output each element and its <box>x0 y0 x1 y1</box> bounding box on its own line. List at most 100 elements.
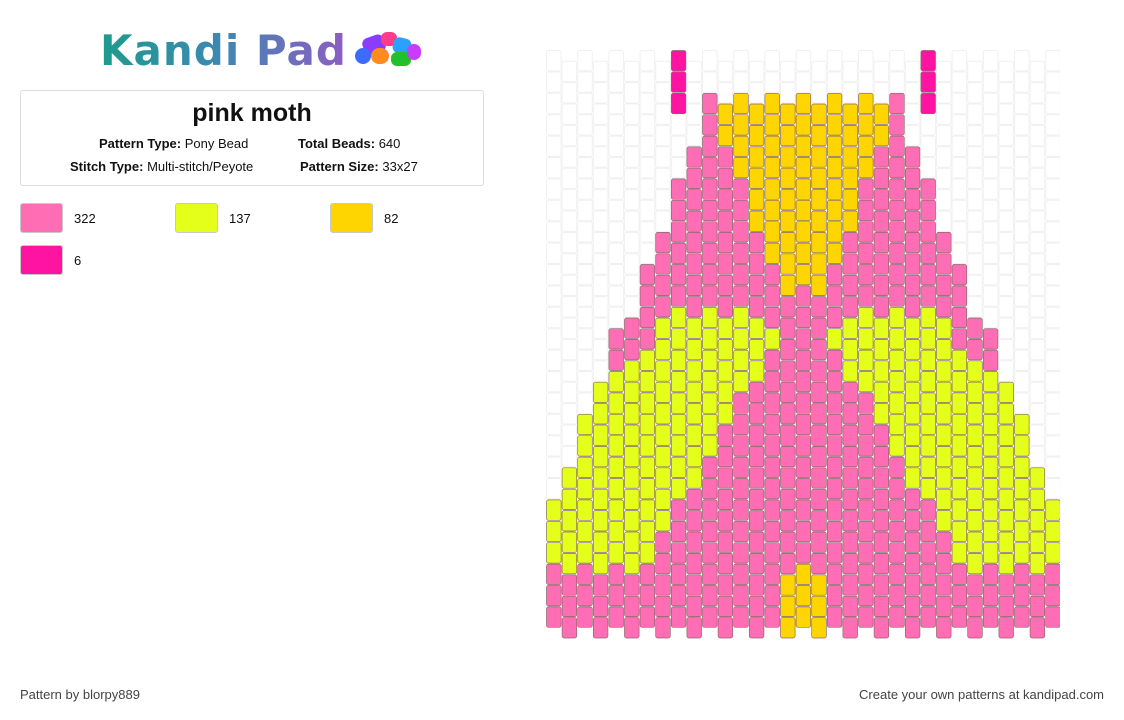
bead <box>764 285 780 307</box>
bead <box>936 189 952 211</box>
bead <box>608 563 624 585</box>
bead <box>592 210 609 232</box>
bead <box>717 574 734 596</box>
bead <box>577 264 593 286</box>
bead <box>920 264 936 286</box>
bead <box>592 317 609 339</box>
bead <box>1029 146 1046 168</box>
bead <box>592 595 609 617</box>
bead <box>702 413 718 436</box>
bead <box>733 92 749 115</box>
bead <box>920 114 936 136</box>
bead <box>748 274 765 296</box>
bead <box>982 221 999 243</box>
bead <box>795 135 812 157</box>
bead <box>826 306 843 329</box>
bead <box>1045 285 1060 307</box>
bead <box>608 92 625 115</box>
bead <box>826 349 843 371</box>
bead <box>858 92 874 115</box>
bead <box>748 595 765 617</box>
bead <box>655 274 671 296</box>
bead <box>546 135 562 157</box>
bead <box>670 542 687 564</box>
bead <box>967 339 983 361</box>
bead <box>904 510 921 532</box>
bead <box>717 488 734 510</box>
total-beads: Total Beads: 640 <box>298 136 400 151</box>
bead <box>670 264 687 286</box>
bead <box>1029 360 1046 382</box>
bead <box>624 210 640 232</box>
bead <box>967 189 983 211</box>
bead <box>561 617 578 639</box>
bead <box>624 488 640 510</box>
bead <box>748 103 765 125</box>
bead <box>795 157 812 179</box>
bead <box>624 253 640 275</box>
kandipad-logo[interactable]: Kandi Pad <box>100 26 433 75</box>
bead <box>998 617 1014 639</box>
bead <box>842 296 858 318</box>
bead <box>639 157 656 179</box>
bead <box>967 446 983 468</box>
swatch-color <box>20 203 63 233</box>
bead <box>1029 553 1046 575</box>
bead <box>982 328 999 350</box>
create-patterns-link[interactable]: Create your own patterns at kandipad.com <box>859 687 1104 702</box>
bead <box>795 178 812 200</box>
bead <box>686 232 702 254</box>
bead <box>1014 328 1030 350</box>
bead <box>858 413 874 436</box>
bead <box>686 296 702 318</box>
bead <box>920 178 936 200</box>
bead <box>873 424 890 446</box>
bead <box>951 199 968 222</box>
bead <box>936 424 952 446</box>
bead <box>795 285 812 307</box>
bead <box>717 60 734 83</box>
bead <box>702 371 718 393</box>
bead <box>951 114 968 136</box>
bead <box>1029 167 1046 190</box>
bead <box>889 285 905 307</box>
bead <box>982 499 999 521</box>
bead <box>1029 274 1046 297</box>
bead <box>780 296 796 318</box>
bead <box>624 403 640 425</box>
bead <box>858 585 874 607</box>
bead <box>546 92 562 115</box>
bead <box>920 71 936 93</box>
bead <box>592 403 609 425</box>
bead <box>873 574 890 596</box>
pattern-type: Pattern Type: Pony Bead <box>99 136 248 151</box>
bead <box>936 403 952 425</box>
bead <box>858 50 874 72</box>
bead <box>1029 231 1046 254</box>
bead <box>873 467 890 489</box>
bead <box>1014 50 1030 72</box>
bead <box>795 264 812 286</box>
bead <box>826 371 843 393</box>
bead <box>951 520 968 543</box>
bead <box>795 499 812 521</box>
bead <box>702 221 718 243</box>
bead <box>826 92 843 115</box>
bead <box>624 360 640 382</box>
bead <box>639 606 656 628</box>
bead <box>826 114 843 136</box>
bead <box>748 210 765 232</box>
bead <box>873 617 890 639</box>
bead <box>624 574 640 596</box>
swatch-color <box>175 203 218 233</box>
bead <box>1014 542 1030 564</box>
bead <box>904 210 921 232</box>
bead <box>951 435 968 457</box>
bead <box>780 403 796 425</box>
bead <box>951 606 968 628</box>
bead <box>951 349 968 371</box>
bead <box>811 553 827 575</box>
bead <box>733 114 749 136</box>
bead <box>764 178 780 200</box>
bead <box>936 446 952 468</box>
